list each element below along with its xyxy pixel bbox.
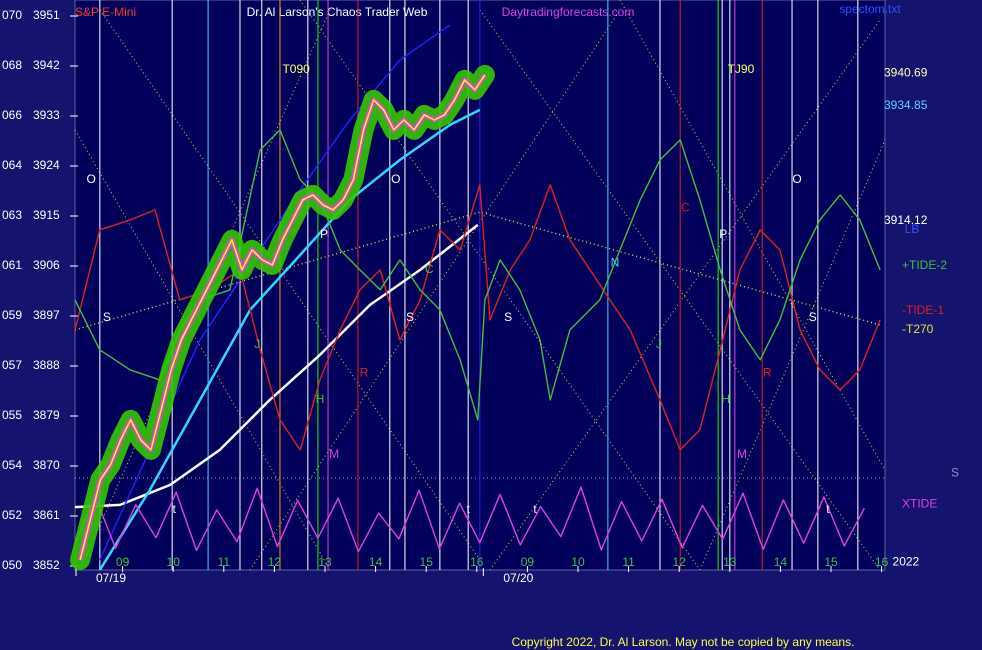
annotation: 2022	[893, 554, 920, 568]
x-tick-label: 16	[875, 555, 889, 569]
annotation: H	[316, 392, 325, 406]
annotation: t	[533, 502, 537, 516]
file-label: spectom.txt	[839, 2, 901, 16]
annotation: S	[103, 310, 111, 324]
annotation: P	[320, 227, 328, 241]
y-tick-code: 066	[2, 108, 22, 122]
series-name: -TIDE-1	[902, 303, 944, 317]
x-tick-label: 09	[521, 555, 535, 569]
y-tick-label: 3915	[33, 208, 60, 222]
x-tick-label: 12	[673, 555, 687, 569]
y-tick-label: 3906	[33, 258, 60, 272]
y-tick-label: 3942	[33, 58, 60, 72]
y-tick-code: 050	[2, 558, 22, 572]
y-tick-code: 064	[2, 158, 22, 172]
annotation: H	[721, 392, 730, 406]
series-line	[74, 129, 881, 421]
x-tick-label: 14	[369, 555, 383, 569]
series-name: +TIDE-2	[902, 258, 947, 272]
level-label: 3940.69	[884, 65, 928, 79]
y-tick-code: 061	[2, 258, 22, 272]
level-label: 3914.12	[884, 213, 928, 227]
y-tick-label: 3852	[33, 558, 60, 572]
dotted-line	[74, 129, 331, 571]
y-tick-label: 3924	[33, 158, 60, 172]
y-tick-label: 3933	[33, 108, 60, 122]
series-line	[98, 108, 481, 571]
y-tick-code: 070	[2, 8, 22, 22]
date-label: 07/19	[96, 571, 126, 585]
annotation: R	[763, 365, 772, 379]
y-tick-code: 052	[2, 508, 22, 522]
series-line	[79, 74, 486, 561]
x-tick-label: 13	[723, 555, 737, 569]
annotation: C	[425, 262, 434, 276]
x-tick-label: 15	[824, 555, 838, 569]
annotation: R	[360, 365, 369, 379]
y-tick-code: 054	[2, 458, 22, 472]
x-tick-label: 13	[318, 555, 332, 569]
y-tick-code: 063	[2, 208, 22, 222]
annotation: N	[611, 255, 620, 269]
x-tick-label: 10	[571, 555, 585, 569]
annotation: J	[656, 337, 662, 351]
x-tick-label: 11	[622, 555, 635, 569]
annotation: M	[329, 447, 339, 461]
instrument-label: S&P E-Mini	[75, 5, 136, 19]
annotation: O	[792, 172, 801, 186]
date-label: 07/20	[503, 571, 533, 585]
y-tick-label: 3951	[33, 8, 60, 22]
y-tick-label: 3888	[33, 358, 60, 372]
series-line	[74, 486, 866, 553]
annotation: t	[173, 502, 177, 516]
x-tick-label: 15	[420, 555, 434, 569]
y-tick-code: 059	[2, 308, 22, 322]
annotation: t	[826, 502, 830, 516]
annotation: P	[719, 227, 727, 241]
annotation: TJ90	[728, 62, 755, 76]
y-tick-code: 057	[2, 358, 22, 372]
x-tick-label: 12	[268, 555, 282, 569]
annotation: S	[504, 310, 512, 324]
x-tick-label: 14	[774, 555, 788, 569]
y-tick-code: 068	[2, 58, 22, 72]
annotation: S	[951, 465, 959, 479]
y-tick-label: 3897	[33, 308, 60, 322]
annotation: LB	[905, 222, 920, 236]
annotation: C	[681, 200, 690, 214]
x-tick-label: 16	[470, 555, 484, 569]
annotation: S	[406, 310, 414, 324]
annotation: O	[87, 172, 96, 186]
series-line	[99, 24, 451, 561]
x-tick-label: 10	[167, 555, 181, 569]
level-label: 3934.85	[884, 98, 928, 112]
annotation: M	[737, 447, 747, 461]
series-line	[74, 184, 881, 451]
annotation: O	[391, 172, 400, 186]
series-name: -T270	[902, 322, 934, 336]
series-line	[74, 223, 479, 509]
y-tick-code: 055	[2, 408, 22, 422]
copyright: Copyright 2022, Dr. Al Larson. May not b…	[512, 635, 855, 649]
chart-title: Dr. Al Larson's Chaos Trader Web	[247, 5, 428, 19]
series-name: XTIDE	[902, 496, 937, 510]
annotation: S	[809, 310, 817, 324]
y-tick-label: 3879	[33, 408, 60, 422]
annotation: T090	[282, 62, 310, 76]
x-tick-label: 09	[116, 555, 130, 569]
x-tick-label: 11	[218, 555, 231, 569]
annotation: t	[467, 502, 471, 516]
y-tick-label: 3861	[33, 508, 60, 522]
source-label: Daytradingforecasts.com	[502, 5, 635, 19]
annotation: J	[254, 337, 260, 351]
y-tick-label: 3870	[33, 458, 60, 472]
